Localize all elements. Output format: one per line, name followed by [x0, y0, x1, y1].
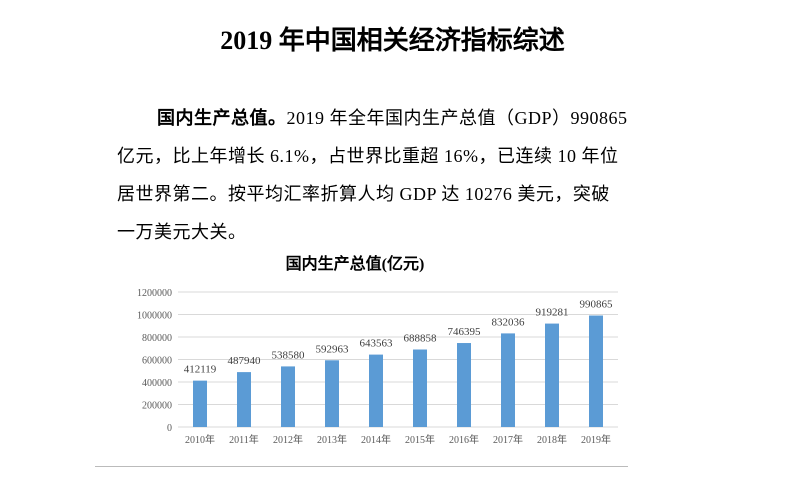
- data-label: 746395: [448, 326, 482, 338]
- divider: [95, 466, 628, 467]
- paragraph-text: 2019 年全年国内生产总值（GDP）990865: [286, 108, 628, 128]
- y-tick-label: 600000: [142, 356, 172, 367]
- bar: [325, 360, 339, 427]
- x-tick-label: 2018年: [537, 433, 567, 446]
- data-label: 919281: [536, 307, 569, 319]
- x-tick-label: 2013年: [317, 433, 347, 446]
- gdp-bar-chart: 国内生产总值(亿元) 0 200000 400000 600000 800000 1000…: [137, 254, 618, 446]
- page-title: 2019 年中国相关经济指标综述: [220, 26, 565, 55]
- bar: [193, 380, 207, 427]
- x-tick-label: 2012年: [273, 433, 303, 446]
- bar: [501, 333, 515, 427]
- x-tick-label: 2010年: [185, 433, 215, 446]
- data-label: 688858: [404, 333, 438, 345]
- bar: [369, 354, 383, 427]
- data-label: 643563: [360, 338, 394, 350]
- data-label: 412119: [184, 364, 217, 376]
- bar: [457, 343, 471, 427]
- paragraph-line-3: 居世界第二。按平均汇率折算人均 GDP 达 10276 美元，突破: [117, 184, 610, 204]
- x-tick-label: 2011年: [229, 433, 259, 446]
- bar: [589, 315, 603, 427]
- paragraph-lead: 国内生产总值。: [157, 108, 287, 128]
- y-tick-label: 1200000: [137, 288, 172, 299]
- y-tick-label: 200000: [142, 401, 172, 412]
- bar: [237, 372, 251, 427]
- bar: [413, 349, 427, 427]
- bar: [281, 366, 295, 427]
- data-label: 832036: [492, 316, 526, 328]
- y-tick-label: 800000: [142, 333, 172, 344]
- paragraph-line-2: 亿元，比上年增长 6.1%，占世界比重超 16%，已连续 10 年位: [117, 146, 619, 166]
- data-label: 990865: [580, 299, 614, 311]
- x-tick-label: 2014年: [361, 433, 391, 446]
- y-tick-label: 0: [167, 423, 172, 434]
- x-tick-label: 2019年: [581, 433, 611, 446]
- paragraph-line-4: 一万美元大关。: [117, 222, 247, 242]
- data-label: 538580: [272, 349, 306, 361]
- y-tick-label: 400000: [142, 378, 172, 389]
- chart-title: 国内生产总值(亿元): [286, 254, 425, 273]
- data-label: 487940: [228, 355, 262, 367]
- x-tick-label: 2015年: [405, 433, 435, 446]
- paragraph-line-1: 国内生产总值。2019 年全年国内生产总值（GDP）990865: [157, 104, 628, 130]
- bar: [545, 323, 559, 427]
- y-tick-label: 1000000: [137, 311, 172, 322]
- x-tick-label: 2016年: [449, 433, 479, 446]
- data-label: 592963: [316, 343, 350, 355]
- x-tick-label: 2017年: [493, 433, 523, 446]
